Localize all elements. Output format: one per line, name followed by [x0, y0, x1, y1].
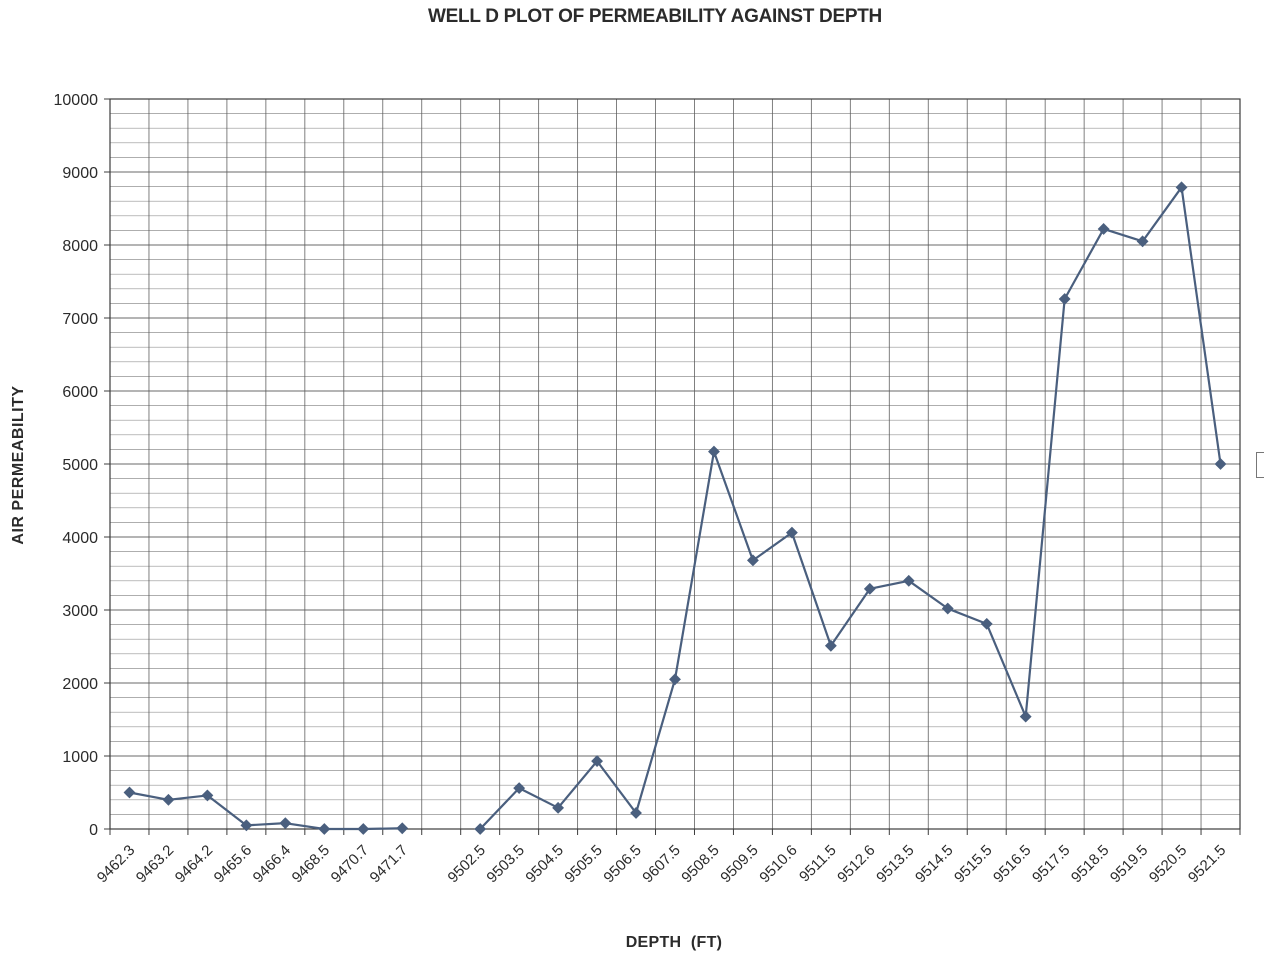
x-tick-label: 9512.6 — [834, 842, 878, 886]
data-point-marker — [1175, 181, 1188, 194]
data-point-marker — [591, 755, 603, 768]
x-tick-label: 9518.5 — [1068, 842, 1112, 886]
series-line-layer — [129, 186, 1222, 831]
x-tick-label: 9607.5 — [639, 842, 683, 886]
x-tick-label: 9462.3 — [94, 842, 138, 886]
data-point-marker — [162, 793, 175, 806]
x-tick-label: 9510.6 — [756, 842, 800, 886]
x-tick-label: 9516.5 — [990, 842, 1034, 886]
x-tick-label: 9519.5 — [1107, 842, 1151, 886]
x-axis-label: DEPTH (FT) — [625, 934, 723, 951]
x-tick-label: 9517.5 — [1029, 842, 1073, 886]
x-tick-label: 9470.7 — [328, 842, 372, 886]
data-point-marker — [396, 822, 409, 835]
x-tick-label: 9463.2 — [133, 842, 177, 886]
data-point-marker — [902, 574, 915, 587]
data-point-marker — [474, 823, 487, 835]
x-tick-label: 9514.5 — [912, 842, 956, 886]
data-point-marker — [357, 823, 370, 835]
x-tick-label: 9508.5 — [678, 842, 722, 886]
x-tick-label: 9466.4 — [250, 842, 294, 886]
chart-title: WELL D PLOT OF PERMEABILITY AGAINST DEPT… — [428, 6, 882, 27]
y-tick-label: 0 — [89, 822, 98, 839]
x-tick-label: 9520.5 — [1146, 842, 1190, 886]
y-tick-label: 1000 — [62, 749, 98, 766]
x-tick-label: 9521.5 — [1185, 842, 1229, 886]
x-tick-label: 9471.7 — [367, 842, 411, 886]
y-tick-label: 9000 — [62, 165, 98, 182]
x-tick-label: 9504.5 — [522, 842, 566, 886]
data-point-marker — [669, 673, 681, 686]
grid — [109, 98, 1241, 830]
data-point-marker — [552, 801, 565, 814]
data-point-marker — [1214, 458, 1227, 470]
data-point-marker — [513, 782, 526, 795]
data-point-marker — [1019, 710, 1032, 723]
x-tick-label: 9511.5 — [796, 842, 840, 886]
x-tick-label: 9506.5 — [600, 842, 644, 886]
x-tick-label: 9509.5 — [717, 842, 761, 886]
data-point-marker — [1136, 235, 1149, 248]
data-point-marker — [785, 526, 798, 539]
y-tick-label: 10000 — [54, 92, 99, 109]
y-tick-label: 7000 — [62, 311, 98, 328]
data-point-marker — [941, 602, 954, 615]
data-point-marker — [1097, 223, 1110, 235]
series-line — [129, 186, 1222, 831]
x-tick-label: 9502.5 — [445, 842, 489, 886]
y-axis-label: AIR PERMEABILITY — [10, 385, 27, 545]
y-tick-label: 4000 — [62, 530, 98, 547]
x-tick-label: 9464.2 — [172, 842, 216, 886]
x-tick-label: 9513.5 — [873, 842, 917, 886]
y-tick-label: 3000 — [62, 603, 98, 620]
data-point-marker — [318, 823, 331, 835]
y-axis-ticks: 0 1000 2000 3000 4000 5000 6000 7000 8000 9000 100… — [54, 92, 110, 839]
data-point-marker — [708, 445, 720, 458]
x-tick-label: 9503.5 — [483, 842, 527, 886]
data-markers — [123, 181, 1227, 835]
y-tick-label: 2000 — [62, 676, 98, 693]
data-point-marker — [747, 554, 759, 567]
data-point-marker — [1058, 293, 1071, 305]
y-tick-label: 5000 — [62, 457, 98, 474]
x-tick-label: 9465.6 — [211, 842, 255, 886]
data-point-marker — [279, 817, 292, 830]
y-tick-label: 6000 — [62, 384, 98, 401]
data-point-marker — [630, 807, 642, 819]
x-axis-ticks: 9462.39463.29464.29465.69466.49468.59470… — [94, 829, 1241, 886]
data-point-marker — [240, 819, 253, 832]
edge-marker — [1256, 452, 1264, 478]
data-point-marker — [123, 786, 136, 799]
data-point-marker — [201, 789, 214, 802]
data-point-marker — [863, 582, 876, 595]
data-point-marker — [824, 639, 837, 652]
y-tick-label: 8000 — [62, 238, 98, 255]
x-tick-label: 9468.5 — [289, 842, 333, 886]
x-tick-label: 9515.5 — [951, 842, 995, 886]
data-point-marker — [980, 617, 993, 630]
x-tick-label: 9505.5 — [561, 842, 605, 886]
